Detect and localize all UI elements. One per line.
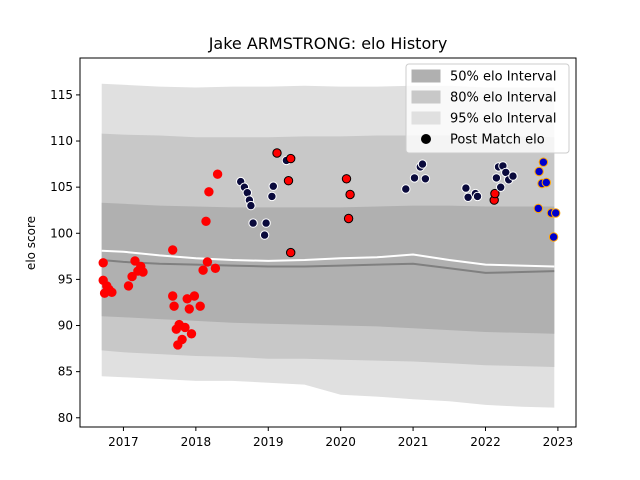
- data-point-45: [286, 153, 296, 164]
- data-point-55: [461, 183, 471, 193]
- x-tick-label-2018: 2018: [181, 435, 212, 449]
- y-axis-label: elo score: [24, 216, 38, 270]
- legend-swatch-4: [421, 134, 431, 144]
- y-tick-label-85: 85: [58, 365, 73, 379]
- x-tick-label-2017: 2017: [108, 435, 139, 449]
- data-point-71: [538, 157, 549, 167]
- data-point-61: [491, 173, 502, 183]
- legend-box: [405, 63, 570, 154]
- data-point-47: [341, 174, 352, 184]
- y-tick-label-100: 100: [50, 226, 73, 240]
- data-point-69: [534, 166, 544, 177]
- data-point-40: [267, 191, 277, 202]
- legend-swatch-1: [411, 69, 441, 83]
- series-line-mean: [101, 249, 555, 268]
- data-point-20: [180, 322, 190, 333]
- data-point-1: [98, 258, 108, 268]
- series-line-median: [101, 259, 555, 274]
- data-point-15: [169, 301, 179, 311]
- data-point-68: [533, 203, 543, 214]
- data-point-74: [548, 232, 559, 242]
- data-point-9: [130, 256, 140, 266]
- data-point-26: [198, 265, 208, 275]
- data-point-75: [551, 208, 561, 218]
- data-point-8: [127, 271, 137, 282]
- x-tick-label-2022: 2022: [470, 435, 501, 449]
- y-tick-label-115: 115: [50, 88, 73, 102]
- data-point-46: [286, 247, 296, 258]
- legend-swatch-2: [411, 90, 441, 104]
- data-point-42: [272, 148, 282, 158]
- data-point-19: [177, 334, 187, 345]
- y-tick-label-110: 110: [50, 134, 73, 148]
- data-point-12: [138, 267, 148, 277]
- data-point-24: [189, 291, 200, 301]
- data-point-50: [401, 184, 411, 194]
- data-point-25: [195, 301, 205, 311]
- data-point-44: [283, 176, 294, 186]
- data-point-7: [123, 281, 134, 291]
- legend-label-2: 80% elo Interval: [450, 91, 557, 106]
- legend: 50% elo Interval 80% elo Interval 95% elo …: [405, 63, 570, 154]
- data-point-29: [204, 187, 214, 197]
- data-point-53: [417, 159, 428, 169]
- y-tick-label-80: 80: [58, 411, 73, 425]
- data-point-31: [212, 169, 223, 179]
- x-tick-label-2023: 2023: [543, 435, 574, 449]
- data-point-30: [210, 263, 221, 273]
- y-tick-label-105: 105: [50, 180, 73, 194]
- data-point-67: [508, 171, 518, 181]
- data-point-28: [202, 257, 213, 267]
- data-point-56: [463, 192, 473, 203]
- data-point-60: [490, 188, 500, 199]
- y-tick-label-90: 90: [58, 319, 73, 333]
- data-point-49: [345, 189, 355, 200]
- legend-label-1: 50% elo Interval: [450, 70, 557, 85]
- legend-label-4: Post Match elo: [450, 133, 545, 148]
- data-point-54: [420, 174, 431, 184]
- data-point-72: [541, 177, 551, 188]
- data-point-37: [248, 218, 258, 228]
- data-point-48: [343, 213, 354, 224]
- data-point-63: [496, 182, 506, 192]
- data-point-36: [246, 200, 256, 211]
- chart-title: Jake ARMSTRONG: elo History: [208, 34, 448, 53]
- legend-label-3: 95% elo Interval: [450, 112, 557, 127]
- data-point-22: [184, 304, 195, 314]
- data-point-27: [201, 216, 211, 227]
- data-point-13: [168, 245, 178, 255]
- data-point-23: [186, 329, 197, 339]
- data-point-58: [472, 191, 483, 202]
- x-tick-label-2021: 2021: [398, 435, 429, 449]
- band-50-interval: [101, 202, 555, 334]
- legend-swatch-3: [411, 111, 441, 125]
- x-tick-label-2019: 2019: [253, 435, 284, 449]
- data-point-41: [268, 181, 278, 191]
- data-point-39: [261, 218, 271, 228]
- plot-frame: [79, 57, 577, 428]
- y-tick-label-95: 95: [58, 272, 73, 286]
- data-point-6: [107, 287, 117, 297]
- data-point-14: [168, 291, 178, 301]
- x-tick-label-2020: 2020: [325, 435, 356, 449]
- data-point-38: [259, 230, 270, 240]
- data-point-51: [409, 173, 420, 183]
